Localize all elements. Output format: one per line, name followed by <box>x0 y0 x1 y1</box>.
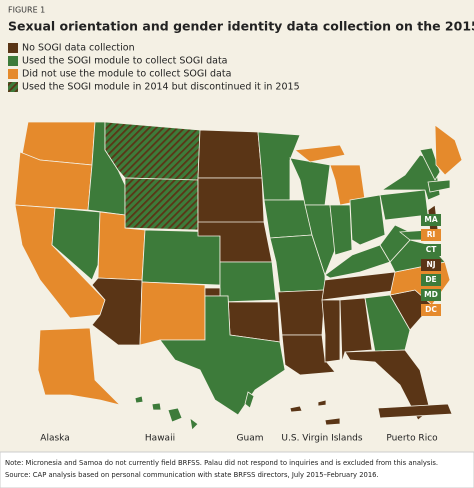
region <box>37 327 122 406</box>
state-box <box>421 304 441 316</box>
region <box>380 154 441 201</box>
territory-label: Hawaii <box>145 434 175 444</box>
region <box>51 207 101 281</box>
territory-label: Puerto Rico <box>386 434 438 444</box>
region <box>244 391 255 409</box>
state-code: DC <box>425 305 437 314</box>
state-code: DE <box>425 275 436 284</box>
region <box>124 177 199 231</box>
territory-label: U.S. Virgin Islands <box>281 434 362 444</box>
state-box <box>421 244 441 256</box>
figure-title: Sexual orientation and gender identity d… <box>8 19 474 34</box>
region <box>419 147 441 181</box>
region <box>364 294 411 353</box>
region <box>349 194 386 246</box>
region <box>317 399 327 407</box>
legend-swatch <box>8 56 18 66</box>
state-box <box>421 274 441 286</box>
region <box>167 407 183 423</box>
region <box>197 177 265 226</box>
region <box>339 297 373 363</box>
state-code: MD <box>424 290 438 299</box>
territory-label: Guam <box>237 434 264 444</box>
region <box>159 295 286 416</box>
region <box>324 417 341 426</box>
region <box>134 395 144 404</box>
region <box>377 403 453 419</box>
territory-label: Alaska <box>40 434 69 444</box>
legend-label: Used the SOGI module to collect SOGI dat… <box>22 56 228 67</box>
region <box>293 144 346 163</box>
legend-swatch <box>8 69 18 79</box>
state-box <box>421 214 441 226</box>
state-code: RI <box>427 230 436 239</box>
legend-label: Used the SOGI module in 2014 but discont… <box>22 82 300 93</box>
region <box>277 289 326 336</box>
legend-label: Did not use the module to collect SOGI d… <box>22 69 231 80</box>
note-box <box>0 451 474 488</box>
legend-swatch <box>8 82 18 92</box>
state-box <box>421 229 441 241</box>
region <box>427 179 451 193</box>
state-code: MA <box>424 215 437 224</box>
region <box>379 189 429 221</box>
region <box>104 121 201 181</box>
region <box>139 281 206 346</box>
note: Source: CAP analysis based on personal c… <box>5 471 379 479</box>
region <box>197 129 263 179</box>
region <box>151 402 162 411</box>
region <box>344 349 431 421</box>
region <box>434 124 463 176</box>
region <box>189 417 199 431</box>
figure-label: FIGURE 1 <box>8 6 45 15</box>
state-box <box>421 289 441 301</box>
region <box>329 204 353 256</box>
note: Note: Micronesia and Samoa do not curren… <box>5 459 438 467</box>
legend-label: No SOGI data collection <box>22 43 135 54</box>
state-box <box>421 259 441 271</box>
region <box>289 405 303 413</box>
region <box>289 157 331 206</box>
region <box>304 204 336 277</box>
legend-swatch <box>8 43 18 53</box>
region <box>141 229 221 286</box>
region <box>321 299 341 363</box>
state-code: CT <box>426 245 438 254</box>
state-code: NJ <box>426 260 435 269</box>
region <box>281 334 336 376</box>
